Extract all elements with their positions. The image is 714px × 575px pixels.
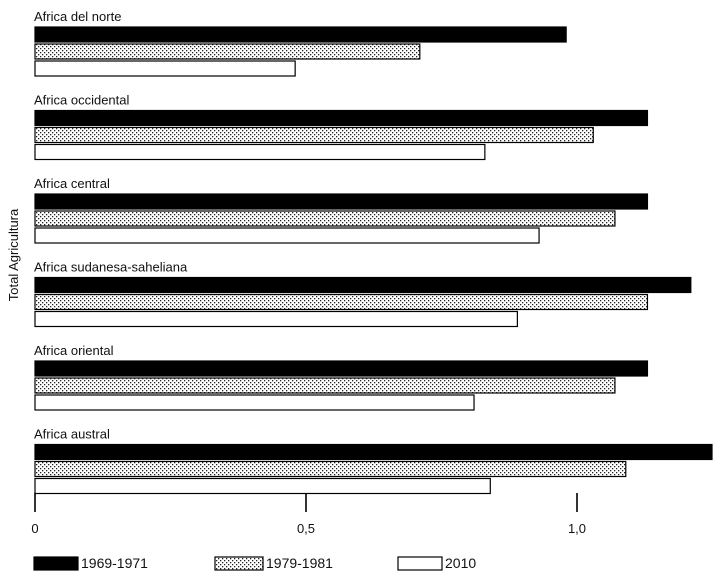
bar xyxy=(34,443,713,461)
x-tick-label: 0 xyxy=(31,521,38,536)
bar xyxy=(34,360,649,377)
legend-swatch xyxy=(33,556,79,571)
category-label: Africa occidental xyxy=(34,93,129,108)
bar xyxy=(34,477,491,495)
legend-item: 1979-1981 xyxy=(214,555,333,571)
bar xyxy=(34,227,540,244)
category-label: Africa sudanesa-saheliana xyxy=(34,260,188,275)
bar xyxy=(34,26,567,43)
bar xyxy=(34,43,421,60)
bar xyxy=(34,193,649,210)
x-tick-label: 1,0 xyxy=(568,521,586,536)
legend-swatch xyxy=(214,556,264,571)
category-group: Africa sudanesa-saheliana xyxy=(34,260,692,328)
bar xyxy=(34,60,296,77)
legend-item: 2010 xyxy=(397,555,476,571)
bar xyxy=(34,276,692,294)
bar xyxy=(34,310,518,328)
legend-swatch xyxy=(397,556,443,571)
category-group: Africa del norte xyxy=(34,9,567,77)
category-group: Africa occidental xyxy=(34,93,649,161)
bar xyxy=(34,460,627,478)
legend-label: 1969-1971 xyxy=(81,555,148,571)
category-label: Africa central xyxy=(34,176,110,191)
category-label: Africa del norte xyxy=(34,9,121,24)
x-tick-label: 0,5 xyxy=(297,521,315,536)
y-axis-label: Total Agricultura xyxy=(6,208,21,301)
bar xyxy=(34,293,649,311)
legend-item: 1969-1971 xyxy=(33,555,148,571)
bar xyxy=(34,394,475,411)
category-label: Africa austral xyxy=(34,427,110,442)
category-group: Africa oriental xyxy=(34,343,649,411)
bar xyxy=(34,126,594,144)
bar xyxy=(34,109,649,127)
legend-label: 2010 xyxy=(445,555,476,571)
category-label: Africa oriental xyxy=(34,343,114,358)
bar xyxy=(34,210,616,227)
legend-label: 1979-1981 xyxy=(266,555,333,571)
bar xyxy=(34,377,616,394)
category-group: Africa austral xyxy=(34,427,713,495)
bar xyxy=(34,143,486,161)
category-group: Africa central xyxy=(34,176,649,244)
